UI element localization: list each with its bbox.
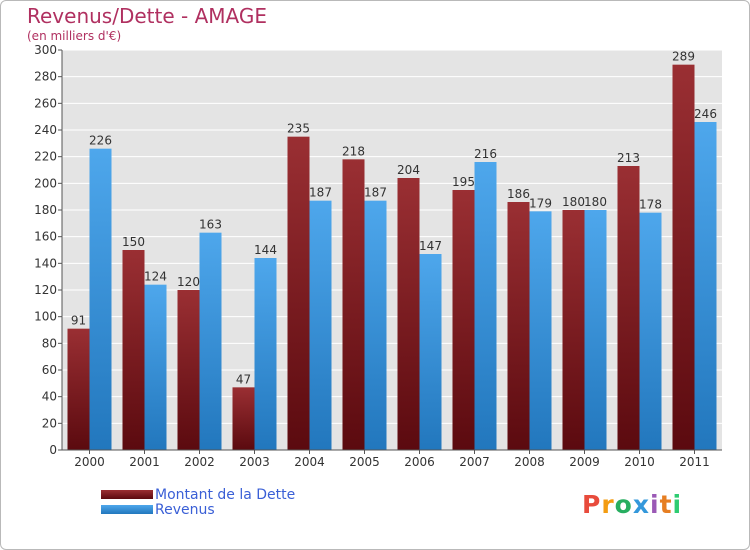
bar-revenus-2001 [144, 284, 167, 450]
y-tick-label: 120 [34, 283, 57, 297]
data-label-revenus-2000: 226 [89, 134, 112, 148]
bar-dette-2008 [507, 202, 530, 450]
x-tick-label: 2003 [239, 455, 270, 469]
bar-dette-2007 [452, 190, 475, 450]
y-tick-label: 220 [34, 150, 57, 164]
x-tick-label: 2007 [459, 455, 490, 469]
x-tick-label: 2001 [129, 455, 160, 469]
bar-revenus-2009 [584, 210, 607, 450]
bar-dette-2001 [122, 250, 145, 450]
bars [67, 64, 717, 451]
legend-label-revenus: Revenus [155, 501, 215, 518]
bar-revenus-2008 [529, 211, 552, 450]
data-label-revenus-2002: 163 [199, 218, 222, 232]
bar-dette-2003 [232, 387, 255, 450]
x-tick-label: 2011 [679, 455, 710, 469]
bar-dette-2009 [562, 210, 585, 450]
bar-revenus-2002 [199, 232, 222, 450]
y-tick-label: 300 [34, 43, 57, 57]
logo-letter: o [614, 490, 633, 519]
data-label-revenus-2006: 147 [419, 239, 442, 253]
data-label-dette-2005: 218 [342, 144, 365, 158]
data-label-revenus-2009: 180 [584, 195, 607, 209]
bar-dette-2005 [342, 159, 365, 451]
x-axis: 2000 2001 2002 2003 2004 2005 2006 2007 2008 2009… [62, 449, 722, 469]
data-label-revenus-2003: 144 [254, 243, 277, 257]
data-label-revenus-2008: 179 [529, 196, 552, 210]
data-label-revenus-2005: 187 [364, 186, 387, 200]
legend-item-dette: Montant de la Dette [101, 486, 296, 503]
y-tick-label: 240 [34, 123, 57, 137]
bar-revenus-2007 [474, 162, 497, 450]
bar-revenus-2000 [89, 148, 112, 450]
data-label-dette-2002: 120 [177, 275, 200, 289]
bar-revenus-2005 [364, 200, 387, 450]
logo-letter: t [659, 490, 673, 519]
y-tick-label: 140 [34, 256, 57, 270]
data-label-dette-2003: 47 [236, 372, 251, 386]
data-label-dette-2009: 180 [562, 195, 585, 209]
bar-dette-2000 [67, 328, 90, 450]
bar-dette-2010 [617, 166, 640, 450]
x-tick-label: 2000 [74, 455, 105, 469]
data-label-dette-2001: 150 [122, 235, 145, 249]
y-tick-label: 160 [34, 230, 57, 244]
y-tick-label: 100 [34, 310, 57, 324]
proxiti-logo: Proxiti [582, 490, 682, 519]
y-tick-label: 20 [42, 416, 57, 430]
data-labels: 91 226 150 124 120 163 47 144 235 187 218 187 204 147… [71, 50, 717, 387]
logo-letter: i [672, 490, 683, 519]
y-tick-label: 40 [42, 390, 57, 404]
bar-revenus-2006 [419, 254, 442, 450]
chart-subtitle: (en milliers d'€) [27, 29, 122, 43]
x-tick-label: 2004 [294, 455, 325, 469]
y-tick-label: 0 [49, 443, 57, 457]
bar-revenus-2011 [694, 122, 717, 450]
x-tick-label: 2009 [569, 455, 600, 469]
x-tick-label: 2002 [184, 455, 215, 469]
legend-swatch-revenus [101, 505, 153, 514]
data-label-dette-2000: 91 [71, 314, 86, 328]
y-tick-label: 60 [42, 363, 57, 377]
data-label-revenus-2004: 187 [309, 186, 332, 200]
chart-title: Revenus/Dette - AMAGE [27, 4, 267, 28]
x-tick-label: 2005 [349, 455, 380, 469]
data-label-revenus-2007: 216 [474, 147, 497, 161]
logo-letter: x [632, 490, 650, 519]
y-tick-label: 280 [34, 70, 57, 84]
legend: Montant de la Dette Revenus [101, 486, 296, 518]
bar-revenus-2003 [254, 258, 277, 450]
y-tick-label: 260 [34, 96, 57, 110]
y-tick-label: 80 [42, 336, 57, 350]
bar-revenus-2010 [639, 212, 662, 450]
data-label-dette-2006: 204 [397, 163, 420, 177]
logo-letter: i [650, 490, 660, 519]
bar-dette-2002 [177, 290, 200, 450]
y-tick-label: 200 [34, 176, 57, 190]
bar-dette-2011 [672, 64, 695, 451]
data-label-dette-2004: 235 [287, 122, 310, 136]
bar-dette-2004 [287, 136, 310, 450]
legend-item-revenus: Revenus [101, 501, 295, 518]
bar-revenus-2004 [309, 200, 332, 450]
data-label-dette-2011: 289 [672, 50, 695, 64]
x-tick-label: 2008 [514, 455, 545, 469]
data-label-revenus-2011: 246 [694, 107, 717, 121]
bar-dette-2006 [397, 178, 420, 450]
logo-letter: P [582, 490, 602, 519]
data-label-dette-2010: 213 [617, 151, 640, 165]
plot-background [62, 50, 722, 450]
legend-label-dette: Montant de la Dette [155, 486, 296, 503]
data-label-revenus-2001: 124 [144, 270, 167, 284]
y-tick-label: 180 [34, 203, 57, 217]
data-label-dette-2008: 186 [507, 187, 530, 201]
data-label-revenus-2010: 178 [639, 198, 662, 212]
data-label-dette-2007: 195 [452, 175, 475, 189]
legend-swatch-dette [101, 490, 153, 499]
x-tick-label: 2006 [404, 455, 435, 469]
logo-letter: r [601, 490, 615, 519]
y-axis: 0 20 40 60 80 100 120 140 160 180 200 220 240 260 280 3… [34, 43, 63, 457]
x-tick-label: 2010 [624, 455, 655, 469]
